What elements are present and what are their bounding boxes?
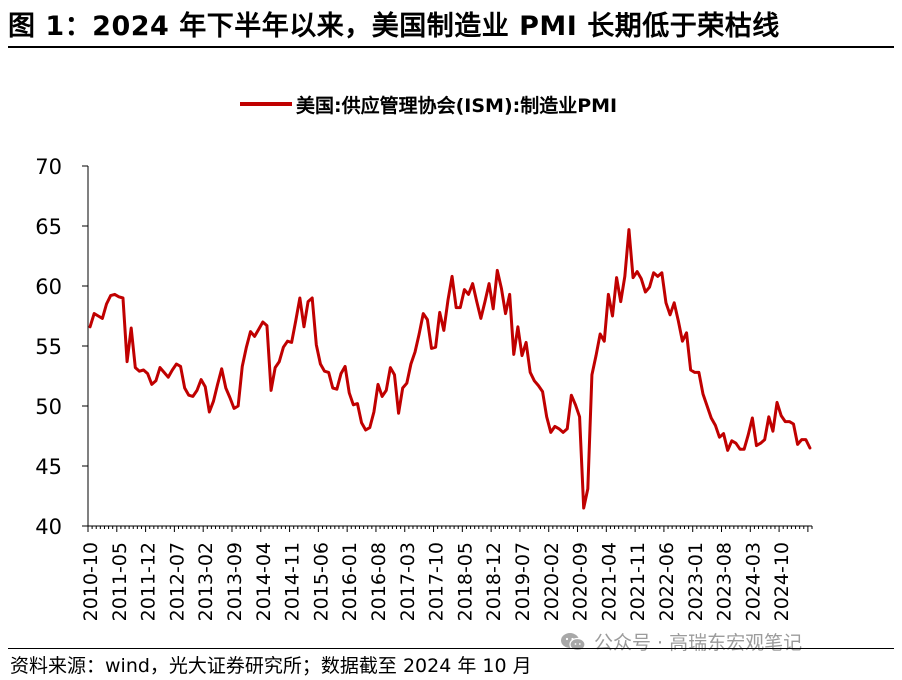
y-tick-label: 55 <box>35 335 62 359</box>
wechat-icon <box>561 632 586 651</box>
y-tick-label: 40 <box>35 515 62 539</box>
x-tick-label: 2016-08 <box>368 542 390 621</box>
x-tick-label: 2018-12 <box>483 542 505 621</box>
source-rule <box>8 648 894 649</box>
figure-title: 图 1：2024 年下半年以来，美国制造业 PMI 长期低于荣枯线 <box>8 11 780 42</box>
x-tick-label: 2024-03 <box>742 542 764 621</box>
legend-line-swatch <box>240 102 292 106</box>
x-tick-label: 2022-06 <box>656 542 678 621</box>
x-tick-label: 2020-09 <box>570 542 592 621</box>
y-tick-label: 65 <box>35 215 62 239</box>
x-tick-label: 2017-10 <box>426 542 448 621</box>
x-tick-label: 2023-01 <box>685 542 707 621</box>
source-note: 资料来源：wind，光大证券研究所；数据截至 2024 年 10 月 <box>10 655 532 677</box>
chart-legend: 美国:供应管理协会(ISM):制造业PMI <box>240 92 618 117</box>
x-tick-label: 2016-01 <box>339 542 361 621</box>
legend-label: 美国:供应管理协会(ISM):制造业PMI <box>296 94 618 117</box>
x-tick-label: 2024-10 <box>771 542 793 621</box>
x-tick-label: 2011-05 <box>109 542 131 621</box>
title-rule <box>8 46 894 48</box>
x-tick-label: 2014-04 <box>253 542 275 621</box>
x-tick-label: 2021-11 <box>627 542 649 621</box>
x-tick-label: 2023-08 <box>714 542 736 621</box>
x-tick-label: 2017-03 <box>397 542 419 621</box>
x-tick-label: 2013-09 <box>224 542 246 621</box>
x-tick-label: 2014-11 <box>282 542 304 621</box>
watermark: 公众号 · 高瑞东宏观笔记 <box>560 628 802 655</box>
x-tick-label: 2018-05 <box>454 542 476 621</box>
x-tick-label: 2012-07 <box>166 542 188 621</box>
x-tick-label: 2015-06 <box>310 542 332 621</box>
x-tick-label: 2020-02 <box>541 542 563 621</box>
pmi-series-line <box>88 228 812 510</box>
x-tick-label: 2019-07 <box>512 542 534 621</box>
x-tick-label: 2021-04 <box>598 542 620 621</box>
y-tick-label: 50 <box>35 395 62 419</box>
x-tick-label: 2011-12 <box>138 542 160 621</box>
y-tick-label: 70 <box>35 155 62 179</box>
y-tick-label: 60 <box>35 275 62 299</box>
y-tick-label: 45 <box>35 455 62 479</box>
x-tick-label: 2010-10 <box>80 542 102 621</box>
watermark-text: 公众号 · 高瑞东宏观笔记 <box>594 632 803 654</box>
x-tick-label: 2013-02 <box>195 542 217 621</box>
